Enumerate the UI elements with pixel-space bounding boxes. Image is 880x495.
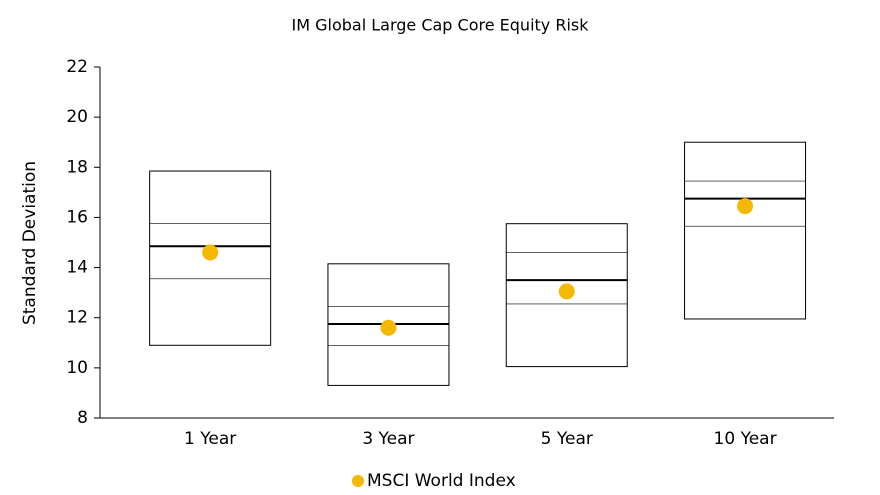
x-tick-label: 1 Year <box>184 429 236 449</box>
legend-label: MSCI World Index <box>367 471 516 491</box>
y-axis-label: Standard Deviation <box>20 161 40 325</box>
index-dot <box>737 198 754 215</box>
y-tick-label: 14 <box>66 258 88 278</box>
y-tick-label: 22 <box>66 57 88 77</box>
y-tick-label: 16 <box>66 207 88 227</box>
y-tick-label: 20 <box>66 107 88 127</box>
y-tick-label: 12 <box>66 308 88 328</box>
x-tick-label: 3 Year <box>362 429 414 449</box>
chart-title: IM Global Large Cap Core Equity Risk <box>291 16 589 35</box>
box <box>149 170 272 346</box>
index-dot <box>202 244 219 261</box>
box <box>684 141 807 320</box>
y-tick-label: 10 <box>66 358 88 378</box>
box <box>505 223 628 368</box>
legend-marker <box>352 475 364 487</box>
index-dot <box>558 283 575 300</box>
y-tick-label: 8 <box>77 408 88 428</box>
index-dot <box>380 319 397 336</box>
x-tick-label: 10 Year <box>714 429 777 449</box>
y-tick-label: 18 <box>66 157 88 177</box>
x-tick-label: 5 Year <box>541 429 593 449</box>
